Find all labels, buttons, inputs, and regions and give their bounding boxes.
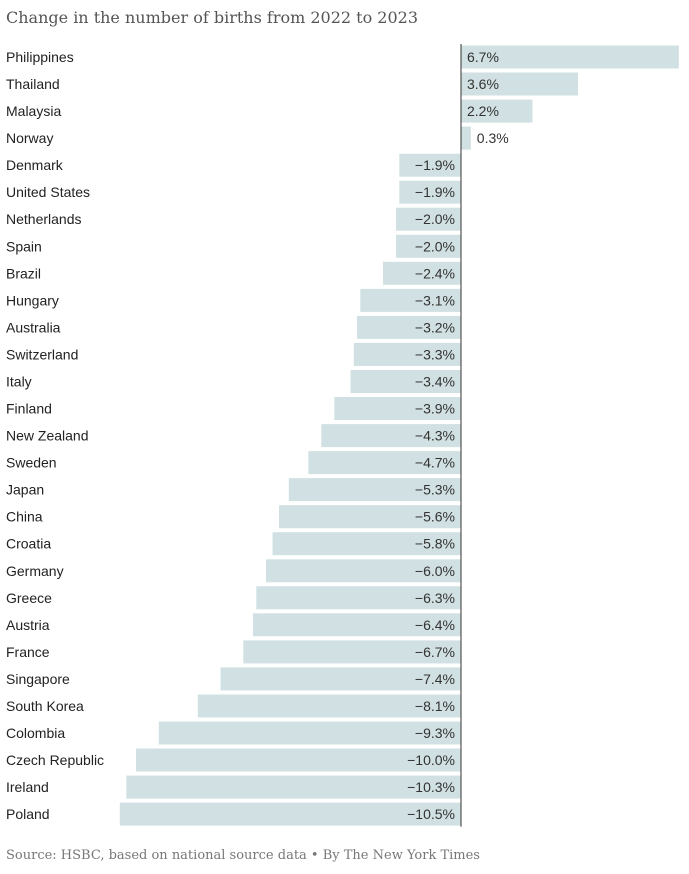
value-label: −9.3% [415,725,455,741]
value-label: −3.3% [415,346,455,362]
bar [461,99,533,123]
bar [399,180,462,204]
bar [243,640,462,664]
bar [396,207,461,231]
value-label: 6.7% [467,49,499,65]
category-label: Malaysia [6,103,61,119]
value-label: −2.4% [415,265,455,281]
category-label: Poland [6,806,50,822]
category-label: China [6,509,43,525]
source-note: Source: HSBC, based on national source d… [6,848,480,863]
bar [220,667,461,691]
bar [279,505,461,529]
category-label: Ireland [6,779,49,795]
bar [350,370,461,393]
category-label: Croatia [6,536,51,552]
value-label: −3.1% [415,292,455,308]
bar [353,342,462,366]
category-label: Norway [6,130,53,146]
bar [360,288,462,312]
category-label: Switzerland [6,346,78,362]
category-label: Netherlands [6,211,82,227]
value-label: −10.5% [407,806,455,822]
value-label: −5.8% [415,536,455,552]
chart-title: Change in the number of births from 2022… [6,8,419,27]
value-label: −1.9% [415,157,455,173]
category-label: United States [6,184,90,200]
value-label: −5.6% [415,509,455,525]
bar [266,559,461,583]
bar [253,613,461,637]
category-label: Hungary [6,292,59,308]
bar [461,126,471,150]
bar [308,451,462,475]
category-label: Italy [6,374,32,390]
value-label: 0.3% [477,130,509,146]
bar [357,315,461,339]
bars-group [119,45,679,826]
category-label: New Zealand [6,428,89,444]
labels-group: Philippines 6.7% Thailand 3.6% Malaysia 2.2% N… [6,49,509,822]
category-label: Czech Republic [6,752,104,768]
value-label: −4.3% [415,428,455,444]
category-label: Philippines [6,49,74,65]
value-label: −3.4% [415,374,455,390]
value-label: −5.3% [415,482,455,498]
bar [119,802,462,826]
bar [126,775,462,799]
category-label: Greece [6,590,52,606]
category-label: Spain [6,238,42,254]
category-label: Austria [6,617,50,633]
value-label: −10.3% [407,779,455,795]
value-label: −6.4% [415,617,455,633]
category-label: Japan [6,482,44,498]
value-label: −6.3% [415,590,455,606]
bar [158,721,462,745]
category-label: Singapore [6,671,70,687]
category-label: Thailand [6,76,60,92]
bar [383,261,461,285]
value-label: −3.9% [415,401,455,417]
category-label: France [6,644,50,660]
bar [197,694,462,718]
bar [272,532,461,556]
value-label: −3.2% [415,319,455,335]
value-label: −8.1% [415,698,455,714]
category-label: Brazil [6,265,41,281]
category-label: Germany [6,563,64,579]
category-label: South Korea [6,698,84,714]
bar [321,424,462,448]
value-label: −1.9% [415,184,455,200]
value-label: −2.0% [415,211,455,227]
category-label: Colombia [6,725,65,741]
value-label: 3.6% [467,76,499,92]
category-label: Australia [6,319,61,335]
bar [461,72,578,96]
value-label: −10.0% [407,752,455,768]
value-label: −2.0% [415,238,455,254]
bar [288,478,462,502]
bar [399,153,462,177]
value-label: −6.7% [415,644,455,660]
bar [136,748,461,772]
value-label: −7.4% [415,671,455,687]
bar [461,45,679,69]
category-label: Finland [6,401,52,417]
category-label: Sweden [6,455,57,471]
value-label: −6.0% [415,563,455,579]
value-label: 2.2% [467,103,499,119]
bar [396,234,461,258]
bar [256,586,462,610]
category-label: Denmark [6,157,64,173]
value-label: −4.7% [415,455,455,471]
bar [334,397,462,420]
